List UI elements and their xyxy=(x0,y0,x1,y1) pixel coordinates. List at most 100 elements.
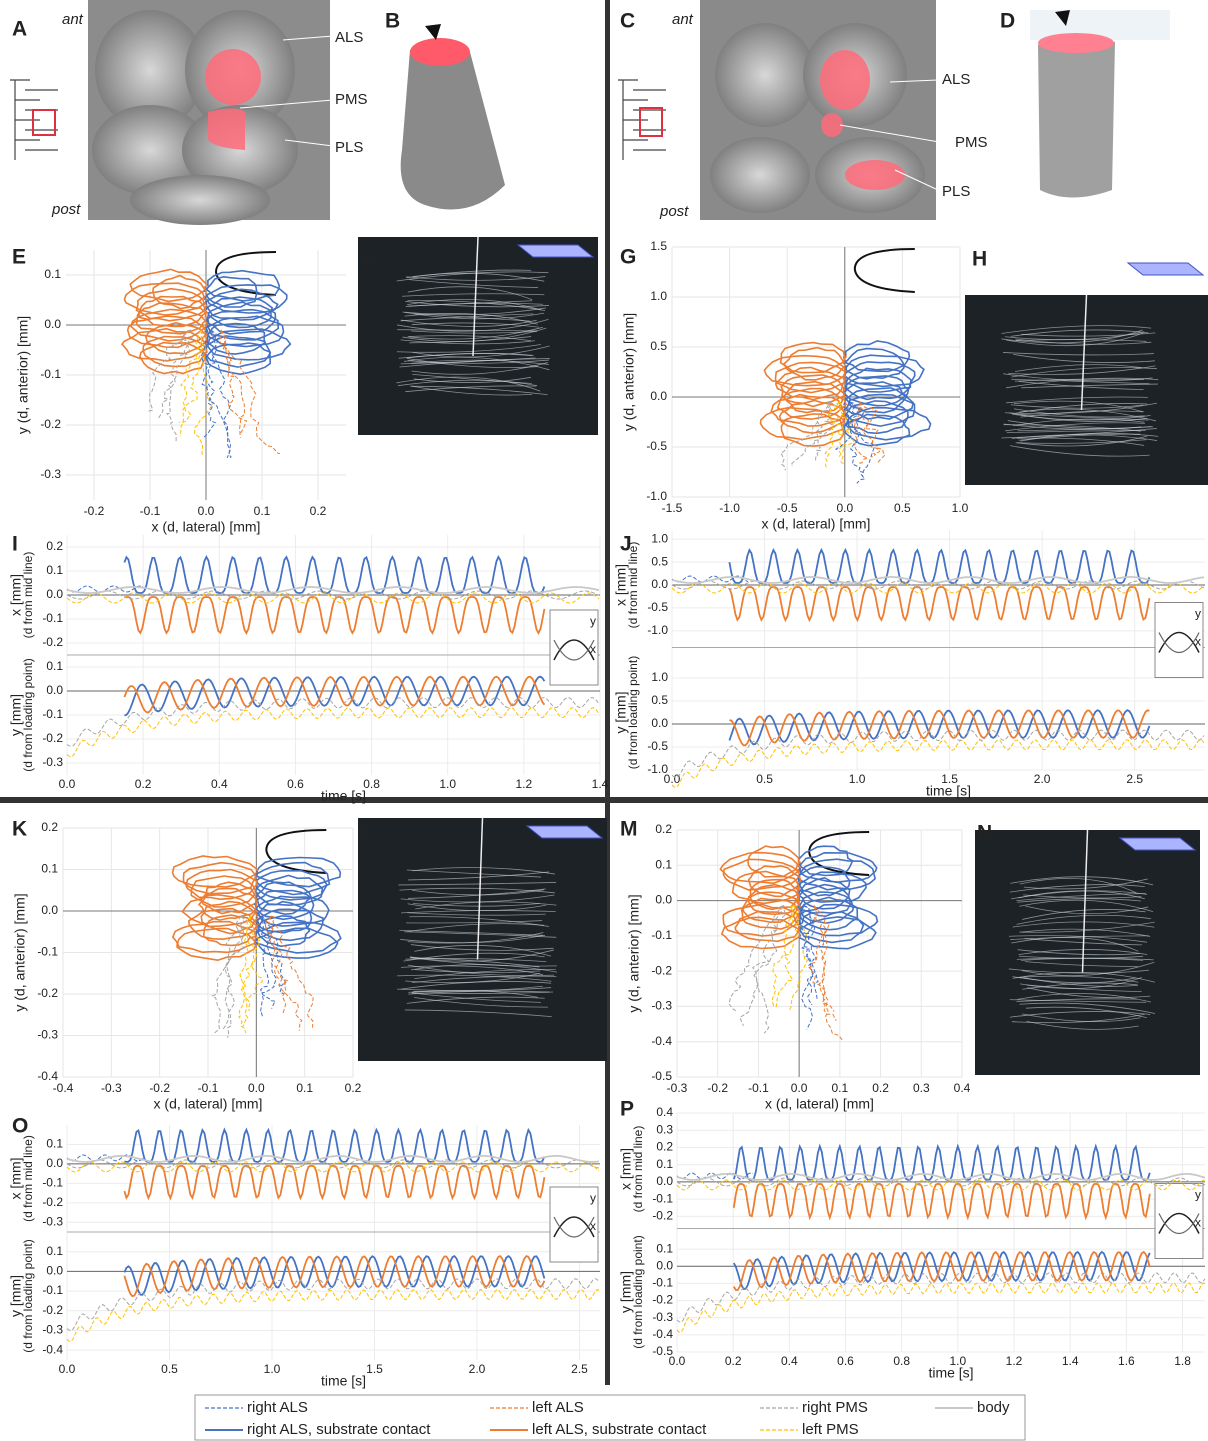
silk-thread xyxy=(405,301,549,308)
y-tick-label: -0.1 xyxy=(651,928,672,942)
silk-thread xyxy=(1008,365,1156,375)
silk-thread xyxy=(411,385,533,396)
trace xyxy=(815,401,834,461)
x-tick-label: 0.2 xyxy=(872,1081,889,1095)
silk-thread xyxy=(408,300,533,307)
inset-label: y xyxy=(590,614,596,628)
silk-thread xyxy=(411,964,558,973)
trace xyxy=(260,915,288,995)
trace xyxy=(130,308,209,342)
trace xyxy=(254,921,342,954)
annotation: PMS xyxy=(955,134,988,151)
y-axis-sublabel: (d from loading point) xyxy=(626,656,640,769)
trace xyxy=(203,329,217,438)
trace xyxy=(789,401,837,466)
panel-label: C xyxy=(620,10,635,33)
y-tick-label: -0.1 xyxy=(652,1276,673,1290)
silk-thread xyxy=(1025,905,1149,915)
silk-thread xyxy=(412,345,550,358)
silk-thread xyxy=(1022,1013,1141,1022)
silk-thread xyxy=(397,987,552,991)
trace xyxy=(842,340,911,373)
silk-thread xyxy=(1011,1013,1145,1024)
x-tick-label: 1.0 xyxy=(952,501,969,515)
trace xyxy=(123,1254,546,1296)
trace xyxy=(219,329,281,455)
y-axis-label: x [mm] xyxy=(613,564,629,606)
y-axis-label: x [mm] xyxy=(8,1158,24,1200)
y-axis-sublabel: (d from mid line) xyxy=(21,1135,35,1222)
trace xyxy=(797,911,865,944)
trace xyxy=(671,576,1205,584)
silk-thread xyxy=(412,867,556,875)
trace xyxy=(147,329,192,412)
silk-thread xyxy=(1021,961,1155,976)
annotation: post xyxy=(659,203,689,220)
y-tick-label: 1.5 xyxy=(650,239,667,253)
x-tick-label: 1.0 xyxy=(849,772,866,786)
trace xyxy=(66,1161,600,1173)
silk-thread xyxy=(403,356,550,371)
trace xyxy=(220,329,248,434)
x-tick-label: 0.3 xyxy=(913,1081,930,1095)
trace xyxy=(798,903,879,937)
y-tick-label: 0.1 xyxy=(655,857,672,871)
y-axis-label: y (d, anterior) [mm] xyxy=(12,893,28,1011)
y-axis-label: y [mm] xyxy=(618,1271,634,1313)
sem-panel-c xyxy=(618,0,946,220)
silk-thread xyxy=(1002,352,1154,356)
silk-thread xyxy=(411,975,557,984)
y-tick-label: 0.5 xyxy=(650,339,667,353)
y-tick-label: -0.3 xyxy=(42,1214,63,1228)
silk-thread xyxy=(1001,325,1152,334)
silk-thread xyxy=(1016,437,1145,446)
panel-label: D xyxy=(1000,10,1015,33)
silk-thread xyxy=(1018,949,1148,956)
y-tick-label: 0.0 xyxy=(650,389,667,403)
x-tick-label: 0.0 xyxy=(664,772,681,786)
trace xyxy=(720,916,801,950)
silk-thread xyxy=(1012,921,1155,928)
x-tick-label: 2.5 xyxy=(1126,772,1143,786)
inset-curve xyxy=(1158,632,1200,653)
silk-thread xyxy=(410,944,554,951)
silk-thread xyxy=(407,932,544,944)
y-tick-label: 0.1 xyxy=(41,862,58,876)
trace xyxy=(676,1179,1206,1191)
silk-thread xyxy=(1019,899,1154,913)
y-axis-label: x [mm] xyxy=(618,1148,634,1190)
trace xyxy=(747,883,801,916)
trace xyxy=(843,413,911,447)
silk-thread xyxy=(1005,377,1159,389)
y-tick-label: -0.3 xyxy=(40,467,61,481)
x-axis-label: time [s] xyxy=(321,788,366,804)
x-tick-label: -0.3 xyxy=(101,1081,122,1095)
silk-thread xyxy=(404,1009,552,1018)
y-tick-label: 0.2 xyxy=(655,822,672,836)
trace xyxy=(727,905,785,1012)
trace xyxy=(165,329,193,443)
y-tick-label: -0.2 xyxy=(42,1303,63,1317)
trace xyxy=(780,401,830,471)
x-tick-label: 0.4 xyxy=(211,777,228,791)
silk-thread xyxy=(1016,893,1147,902)
y-tick-label: 0.1 xyxy=(46,659,63,673)
silk-thread xyxy=(1009,1011,1151,1018)
y-tick-label: -0.1 xyxy=(42,1176,63,1190)
y-tick-label: -0.2 xyxy=(651,963,672,977)
trace xyxy=(844,354,925,388)
x-tick-label: 0.5 xyxy=(161,1362,178,1376)
trace xyxy=(267,915,290,1015)
sem-panel-a xyxy=(10,0,334,225)
trace xyxy=(179,329,203,437)
silk-thread xyxy=(409,949,555,962)
y-tick-label: -0.1 xyxy=(37,945,58,959)
silk-thread xyxy=(409,326,543,340)
legend-label: right PMS xyxy=(802,1399,868,1416)
silk-thread xyxy=(400,319,537,327)
panel-label: A xyxy=(12,18,27,41)
x-tick-label: 0.8 xyxy=(363,777,380,791)
y-tick-label: -0.4 xyxy=(651,1034,672,1048)
trace xyxy=(770,393,848,427)
trace xyxy=(139,341,206,375)
